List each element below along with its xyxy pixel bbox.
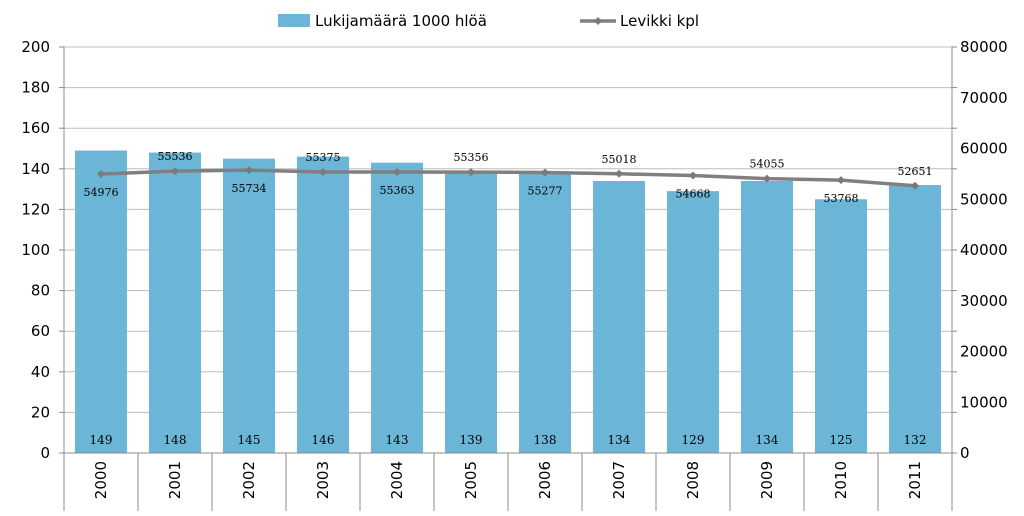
- line-series: [97, 166, 919, 190]
- line-point: [837, 176, 845, 185]
- line-point: [541, 168, 549, 177]
- x-tick-label: 2004: [388, 461, 406, 499]
- bar-value-label: 138: [534, 433, 557, 447]
- bar: [445, 170, 497, 453]
- bar: [75, 150, 127, 453]
- line-path: [100, 168, 916, 188]
- line-value-label: 55363: [380, 184, 415, 197]
- y2-tick-label: 40000: [960, 241, 1008, 259]
- y-tick-label: 120: [21, 200, 50, 218]
- bar: [297, 156, 349, 453]
- y2-tick-label: 10000: [960, 393, 1008, 411]
- bar: [741, 180, 793, 454]
- line-point: [393, 168, 401, 177]
- bar: [889, 185, 941, 454]
- x-tick-label: 2000: [92, 461, 110, 499]
- bar: [593, 180, 645, 454]
- bar-value-label: 145: [238, 433, 261, 447]
- line-point: [689, 171, 697, 180]
- y2-tick-label: 0: [960, 444, 970, 462]
- line-point: [911, 181, 919, 190]
- line-value-label: 55277: [528, 184, 563, 197]
- y2-tick-label: 60000: [960, 140, 1008, 158]
- line-value-label: 54055: [750, 158, 785, 171]
- bar-value-label: 149: [90, 433, 113, 447]
- y2-tick-label: 20000: [960, 343, 1008, 361]
- x-tick-label: 2011: [906, 461, 924, 499]
- bar-value-label: 148: [164, 433, 187, 447]
- x-tick-label: 2008: [684, 461, 702, 499]
- line-value-label: 54976: [84, 186, 119, 199]
- legend: Lukijamäärä 1000 hlöä Levikki kpl: [278, 12, 699, 30]
- bar-value-label: 129: [682, 433, 705, 447]
- line-value-label: 52651: [898, 165, 933, 178]
- line-value-label: 55536: [158, 150, 193, 163]
- y-tick-label: 40: [31, 363, 50, 381]
- bar-series: [75, 150, 941, 454]
- line-point: [615, 169, 623, 178]
- x-tick-label: 2006: [536, 461, 554, 499]
- bar: [519, 172, 571, 454]
- legend-bar-label: Lukijamäärä 1000 hlöä: [315, 12, 487, 30]
- bar: [667, 191, 719, 453]
- line-point: [245, 166, 253, 175]
- x-tick-label: 2005: [462, 461, 480, 499]
- bar-value-label: 125: [830, 433, 853, 447]
- line-point: [467, 168, 475, 177]
- bar-value-label: 134: [608, 433, 631, 447]
- line-point: [319, 167, 327, 176]
- bar-value-label: 143: [386, 433, 409, 447]
- y2-tick-label: 30000: [960, 292, 1008, 310]
- line-value-label: 55356: [454, 151, 489, 164]
- y2-tick-label: 50000: [960, 190, 1008, 208]
- y-tick-label: 0: [40, 444, 50, 462]
- y2-tick-label: 80000: [960, 38, 1008, 56]
- bar-value-label: 132: [904, 433, 927, 447]
- bar-value-label: 134: [756, 433, 779, 447]
- bar: [149, 152, 201, 453]
- x-tick-label: 2003: [314, 461, 332, 499]
- y-tick-label: 20: [31, 403, 50, 421]
- legend-line-marker: [594, 17, 602, 25]
- y-tick-label: 100: [21, 241, 50, 259]
- bar: [815, 199, 867, 453]
- legend-line-label: Levikki kpl: [620, 12, 699, 30]
- line-point: [171, 167, 179, 176]
- gridlines: [64, 46, 952, 454]
- y-tick-label: 60: [31, 322, 50, 340]
- y2-tick-label: 70000: [960, 89, 1008, 107]
- x-tick-label: 2009: [758, 461, 776, 499]
- line-value-label: 54668: [676, 188, 711, 201]
- bar: [223, 158, 275, 453]
- axes: 0204060801001201401601802000100002000030…: [21, 38, 1008, 511]
- bar-value-label: 139: [460, 433, 483, 447]
- bar: [371, 162, 423, 453]
- line-value-label: 55018: [602, 153, 637, 166]
- line-value-label: 55734: [232, 182, 267, 195]
- bar-value-label: 146: [312, 433, 335, 447]
- y-tick-label: 160: [21, 119, 50, 137]
- legend-bar-swatch: [278, 14, 310, 27]
- y-tick-label: 140: [21, 160, 50, 178]
- line-value-label: 53768: [824, 192, 859, 205]
- line-point: [763, 174, 771, 183]
- line-point: [97, 169, 105, 178]
- x-tick-label: 2007: [610, 461, 628, 499]
- x-tick-label: 2002: [240, 461, 258, 499]
- y-tick-label: 80: [31, 282, 50, 300]
- y-tick-label: 200: [21, 38, 50, 56]
- x-tick-label: 2001: [166, 461, 184, 499]
- line-value-label: 55375: [306, 151, 341, 164]
- y-tick-label: 180: [21, 79, 50, 97]
- x-tick-label: 2010: [832, 461, 850, 499]
- data-labels: 149 148 145 146 143 139 138 134 129 134 125 132 5497…: [84, 150, 933, 447]
